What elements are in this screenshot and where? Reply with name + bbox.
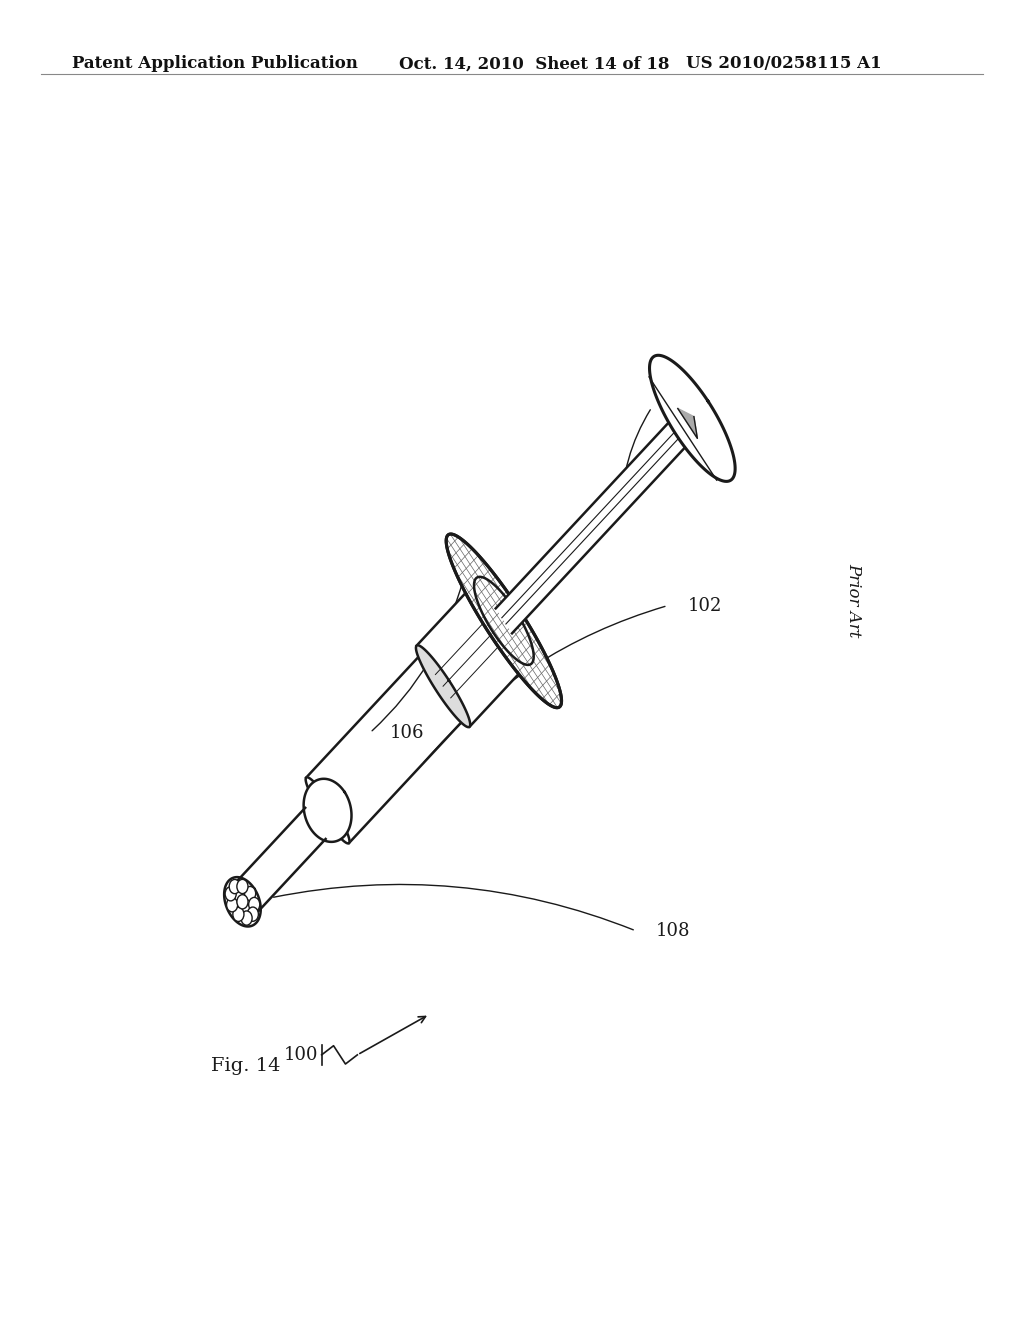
Text: 100: 100 xyxy=(284,1045,318,1064)
Circle shape xyxy=(237,895,248,909)
Circle shape xyxy=(249,898,260,912)
Circle shape xyxy=(241,911,252,925)
Text: Patent Application Publication: Patent Application Publication xyxy=(72,55,357,73)
Polygon shape xyxy=(306,589,525,843)
Polygon shape xyxy=(482,587,525,653)
Text: 106: 106 xyxy=(390,723,424,742)
Circle shape xyxy=(229,879,241,894)
Text: Fig. 14: Fig. 14 xyxy=(211,1057,281,1074)
Text: 108: 108 xyxy=(655,921,690,940)
Polygon shape xyxy=(305,777,349,843)
Polygon shape xyxy=(239,808,326,911)
Polygon shape xyxy=(417,581,530,727)
Polygon shape xyxy=(649,355,735,482)
Text: US 2010/0258115 A1: US 2010/0258115 A1 xyxy=(686,55,882,73)
Text: Prior Art: Prior Art xyxy=(846,564,862,638)
Circle shape xyxy=(237,879,248,894)
Text: Oct. 14, 2010  Sheet 14 of 18: Oct. 14, 2010 Sheet 14 of 18 xyxy=(399,55,670,73)
Circle shape xyxy=(232,907,244,921)
Polygon shape xyxy=(496,405,700,634)
Polygon shape xyxy=(304,779,351,842)
Text: 102: 102 xyxy=(687,597,722,615)
Circle shape xyxy=(226,898,238,912)
Circle shape xyxy=(247,907,258,921)
Polygon shape xyxy=(477,579,531,661)
Text: 104: 104 xyxy=(672,399,706,416)
Polygon shape xyxy=(678,408,697,438)
Circle shape xyxy=(225,887,237,900)
Polygon shape xyxy=(416,645,470,727)
Circle shape xyxy=(245,887,256,900)
Polygon shape xyxy=(446,535,561,708)
